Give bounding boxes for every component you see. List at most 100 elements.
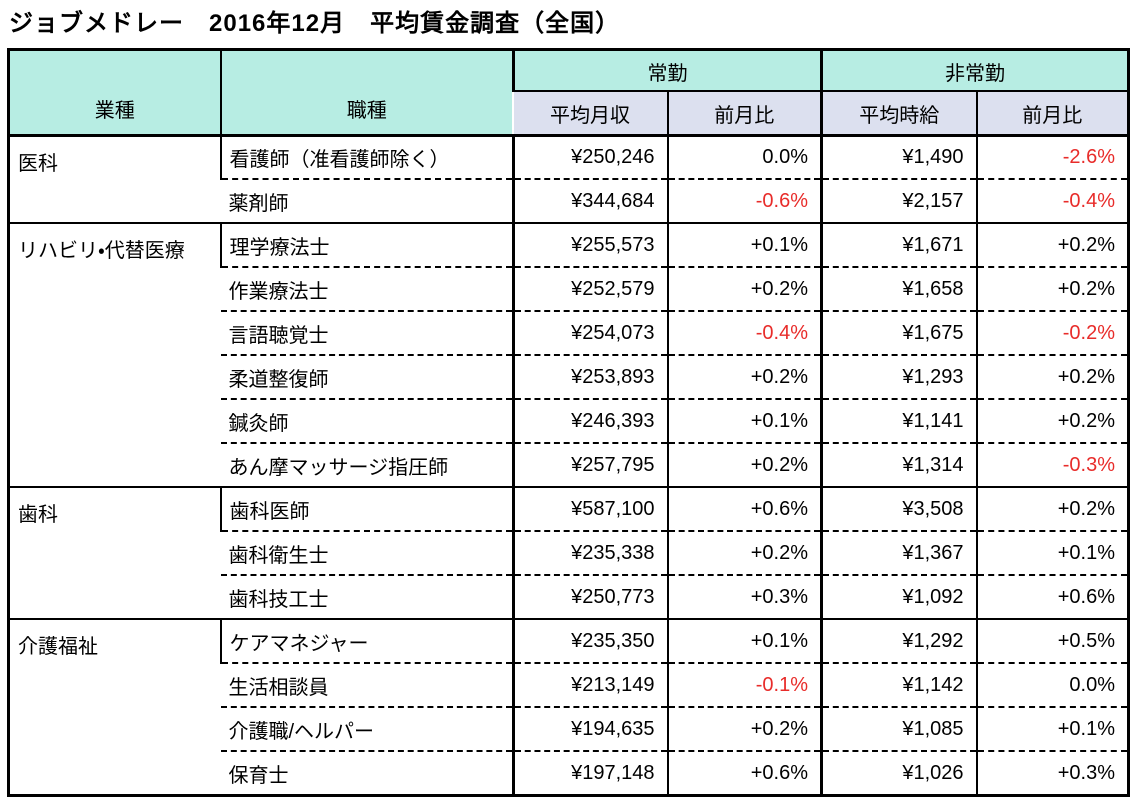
monthly-mom-cell: +0.6%: [666, 486, 822, 532]
hourly-mom-cell: +0.2%: [975, 398, 1129, 444]
monthly-mom-cell: +0.2%: [666, 442, 822, 488]
monthly-wage-cell: ¥252,579: [512, 266, 668, 312]
occupation-cell: 柔道整復師: [220, 354, 514, 400]
hourly-mom-cell: -0.3%: [975, 442, 1129, 488]
hourly-wage-cell: ¥1,490: [820, 134, 977, 180]
hourly-mom-cell: +0.2%: [975, 486, 1129, 532]
header-occupation: 職種: [219, 49, 514, 136]
monthly-mom-cell: -0.1%: [666, 662, 822, 708]
hourly-wage-cell: ¥1,671: [820, 222, 977, 268]
hourly-mom-cell: +0.1%: [975, 706, 1129, 752]
monthly-mom-cell: +0.1%: [666, 618, 822, 664]
occupation-cell: 生活相談員: [220, 662, 514, 708]
hourly-wage-cell: ¥1,142: [820, 662, 977, 708]
hourly-mom-cell: +0.1%: [975, 530, 1129, 576]
hourly-mom-cell: 0.0%: [975, 662, 1129, 708]
hourly-wage-cell: ¥3,508: [820, 486, 977, 532]
occupation-cell: 歯科衛生士: [220, 530, 514, 576]
industry-cell: 介護福祉: [8, 618, 221, 796]
wage-survey-table: 業種 職種 常勤 非常勤 平均月収 前月比 平均時給 前月比 医科 看護師（准看護…: [7, 47, 1130, 797]
hourly-wage-cell: ¥1,026: [820, 750, 977, 796]
header-parttime: 非常勤: [820, 49, 1129, 92]
hourly-mom-cell: +0.5%: [975, 618, 1129, 664]
header-avg-hourly: 平均時給: [820, 90, 977, 136]
hourly-mom-cell: +0.2%: [975, 222, 1129, 268]
header-row-groups: 業種 職種 常勤 非常勤: [8, 49, 1129, 136]
occupation-cell: ケアマネジャー: [219, 618, 514, 664]
monthly-wage-cell: ¥250,773: [512, 574, 668, 620]
table-body: 医科 看護師（准看護師除く） ¥250,246 0.0% ¥1,490 -2.6% 薬剤師 ¥…: [8, 134, 1129, 796]
hourly-wage-cell: ¥1,085: [820, 706, 977, 752]
monthly-mom-cell: +0.1%: [666, 398, 822, 444]
header-industry: 業種: [8, 49, 221, 136]
table-row: 薬剤師 ¥344,684 -0.6% ¥2,157 -0.4%: [9, 178, 1129, 224]
hourly-wage-cell: ¥1,658: [820, 266, 977, 312]
header-mom-fulltime: 前月比: [666, 90, 822, 136]
monthly-mom-cell: +0.3%: [666, 574, 822, 620]
monthly-wage-cell: ¥246,393: [512, 398, 668, 444]
table-header: 業種 職種 常勤 非常勤 平均月収 前月比 平均時給 前月比: [8, 49, 1129, 136]
occupation-cell: 鍼灸師: [220, 398, 514, 444]
monthly-wage-cell: ¥254,073: [512, 310, 668, 356]
monthly-wage-cell: ¥344,684: [512, 178, 668, 224]
monthly-wage-cell: ¥213,149: [512, 662, 668, 708]
hourly-wage-cell: ¥1,141: [820, 398, 977, 444]
monthly-mom-cell: -0.4%: [666, 310, 822, 356]
occupation-cell: 薬剤師: [220, 178, 514, 224]
table-row: 生活相談員 ¥213,149 -0.1% ¥1,142 0.0%: [9, 662, 1129, 708]
monthly-mom-cell: +0.2%: [666, 354, 822, 400]
monthly-wage-cell: ¥253,893: [512, 354, 668, 400]
hourly-mom-cell: -0.2%: [975, 310, 1129, 356]
occupation-cell: 作業療法士: [220, 266, 514, 312]
hourly-mom-cell: -2.6%: [975, 134, 1129, 180]
table-row: あん摩マッサージ指圧師 ¥257,795 +0.2% ¥1,314 -0.3%: [9, 442, 1129, 488]
industry-cell: リハビリ・代替医療: [8, 222, 221, 488]
hourly-wage-cell: ¥1,092: [820, 574, 977, 620]
table-row: 保育士 ¥197,148 +0.6% ¥1,026 +0.3%: [9, 750, 1129, 796]
monthly-mom-cell: +0.6%: [666, 750, 822, 796]
occupation-cell: 歯科医師: [219, 486, 514, 532]
monthly-mom-cell: 0.0%: [666, 134, 822, 180]
monthly-mom-cell: -0.6%: [666, 178, 822, 224]
occupation-cell: 歯科技工士: [220, 574, 514, 620]
header-mom-parttime: 前月比: [975, 90, 1129, 136]
monthly-wage-cell: ¥250,246: [512, 134, 668, 180]
monthly-wage-cell: ¥235,338: [512, 530, 668, 576]
monthly-mom-cell: +0.2%: [666, 266, 822, 312]
table-row: 介護福祉 ケアマネジャー ¥235,350 +0.1% ¥1,292 +0.5%: [8, 618, 1129, 796]
occupation-cell: 介護職/ヘルパー: [220, 706, 514, 752]
occupation-cell: 言語聴覚士: [220, 310, 514, 356]
hourly-mom-cell: -0.4%: [975, 178, 1129, 224]
occupation-cell: 看護師（准看護師除く）: [219, 134, 514, 180]
occupation-cell: 理学療法士: [219, 222, 514, 268]
hourly-wage-cell: ¥1,293: [820, 354, 977, 400]
occupation-cell: 保育士: [220, 750, 514, 796]
monthly-wage-cell: ¥255,573: [512, 222, 668, 268]
table-row: 歯科 歯科医師 ¥587,100 +0.6% ¥3,508 +0.2%: [8, 486, 1129, 620]
table-row: 歯科技工士 ¥250,773 +0.3% ¥1,092 +0.6%: [9, 574, 1129, 620]
header-fulltime: 常勤: [512, 49, 822, 92]
hourly-wage-cell: ¥1,367: [820, 530, 977, 576]
table-row: 作業療法士 ¥252,579 +0.2% ¥1,658 +0.2%: [9, 266, 1129, 312]
hourly-mom-cell: +0.3%: [975, 750, 1129, 796]
hourly-wage-cell: ¥1,314: [820, 442, 977, 488]
hourly-mom-cell: +0.6%: [975, 574, 1129, 620]
monthly-wage-cell: ¥197,148: [512, 750, 668, 796]
monthly-mom-cell: +0.2%: [666, 530, 822, 576]
table-row: 鍼灸師 ¥246,393 +0.1% ¥1,141 +0.2%: [9, 398, 1129, 444]
monthly-wage-cell: ¥257,795: [512, 442, 668, 488]
hourly-wage-cell: ¥1,292: [820, 618, 977, 664]
monthly-mom-cell: +0.1%: [666, 222, 822, 268]
monthly-wage-cell: ¥235,350: [512, 618, 668, 664]
industry-cell: 歯科: [8, 486, 221, 620]
monthly-wage-cell: ¥587,100: [512, 486, 668, 532]
table-row: 言語聴覚士 ¥254,073 -0.4% ¥1,675 -0.2%: [9, 310, 1129, 356]
table-row: 介護職/ヘルパー ¥194,635 +0.2% ¥1,085 +0.1%: [9, 706, 1129, 752]
hourly-mom-cell: +0.2%: [975, 354, 1129, 400]
monthly-wage-cell: ¥194,635: [512, 706, 668, 752]
table-row: 医科 看護師（准看護師除く） ¥250,246 0.0% ¥1,490 -2.6%: [8, 134, 1129, 224]
page-title: ジョブメドレー 2016年12月 平均賃金調査（全国）: [9, 10, 621, 37]
hourly-wage-cell: ¥2,157: [820, 178, 977, 224]
table-row: リハビリ・代替医療 理学療法士 ¥255,573 +0.1% ¥1,671 +0.2%: [8, 222, 1129, 488]
hourly-wage-cell: ¥1,675: [820, 310, 977, 356]
